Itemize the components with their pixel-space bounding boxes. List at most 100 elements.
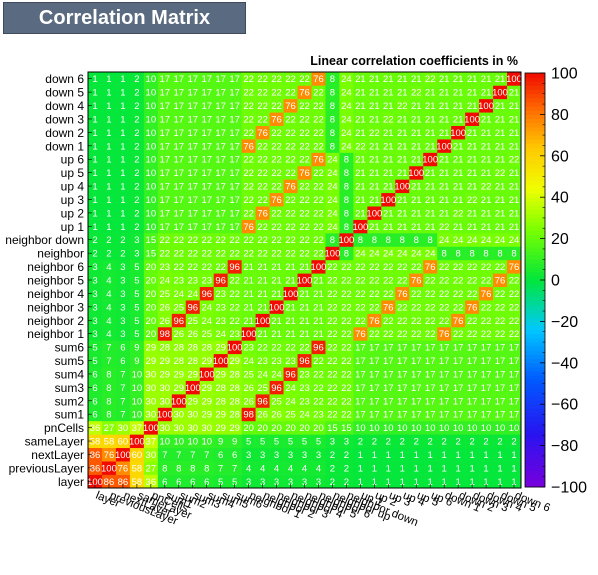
cell-value-label: 22 <box>327 316 338 327</box>
cell-value-label: 22 <box>313 396 324 407</box>
heatmap-cell <box>507 326 522 341</box>
cell-value-label: 5 <box>218 477 223 488</box>
cell-value-label: 17 <box>201 168 212 179</box>
cell-value-label: 24 <box>327 208 338 219</box>
cell-value-label: 29 <box>160 369 171 380</box>
heatmap-cell <box>451 112 466 126</box>
heatmap-cell <box>339 273 354 288</box>
cell-value-label: 17 <box>174 222 185 233</box>
heatmap-cell <box>409 394 424 408</box>
heatmap-cell <box>507 394 522 408</box>
cell-value-label: 17 <box>174 208 185 219</box>
heatmap-cell <box>325 326 340 341</box>
y-tick-label: sum4 <box>55 367 85 381</box>
cell-value-label: 5 <box>92 343 97 354</box>
heatmap-cell <box>171 300 187 314</box>
cell-value-label: 21 <box>425 128 436 139</box>
y-tick-label: neighbor 5 <box>27 274 84 288</box>
cell-value-label: 22 <box>271 168 282 179</box>
cell-value-label: 22 <box>229 302 240 313</box>
heatmap-cell <box>171 420 187 435</box>
cell-value-label: 1 <box>106 195 111 206</box>
cell-value-label: 29 <box>146 343 157 354</box>
cell-value-label: 1 <box>469 477 474 488</box>
heatmap-cell <box>493 300 508 314</box>
cell-value-label: 17 <box>355 356 366 367</box>
cell-value-label: 21 <box>369 141 380 152</box>
cell-value-label: 96 <box>174 316 185 327</box>
cell-value-label: 100 <box>436 141 452 152</box>
heatmap-cell <box>465 286 480 301</box>
cell-value-label: 21 <box>509 141 520 152</box>
heatmap-cell <box>409 72 424 86</box>
heatmap-cell <box>381 313 396 328</box>
cell-value-label: 22 <box>495 316 506 327</box>
heatmap-cell <box>171 474 187 489</box>
cell-value-label: 23 <box>271 356 282 367</box>
heatmap-cell <box>283 340 298 355</box>
cell-value-label: 22 <box>257 182 268 193</box>
colorbar-segment <box>525 184 545 190</box>
heatmap-cell <box>451 246 466 261</box>
cell-value-label: 22 <box>299 128 310 139</box>
heatmap-cell <box>129 139 145 153</box>
heatmap-cell <box>129 85 145 100</box>
heatmap-cell <box>269 394 284 408</box>
cell-value-label: 17 <box>509 343 520 354</box>
heatmap-cell <box>255 165 270 180</box>
cell-value-label: 22 <box>481 316 492 327</box>
cell-value-label: 1 <box>483 450 488 461</box>
heatmap-cell <box>241 72 256 86</box>
heatmap-cell <box>367 474 382 489</box>
cell-value-label: 9 <box>232 437 237 448</box>
heatmap-cell <box>465 447 480 462</box>
heatmap-cell <box>395 286 410 301</box>
heatmap-cell <box>325 259 340 274</box>
cell-value-label: 1 <box>386 463 391 474</box>
cell-value-label: 24 <box>509 235 520 246</box>
heatmap-cell <box>255 434 270 449</box>
heatmap-cell <box>311 259 326 274</box>
heatmap-cell <box>311 179 326 194</box>
cell-value-label: 28 <box>215 383 226 394</box>
heatmap-cell <box>101 380 117 395</box>
cell-value-label: 21 <box>467 128 478 139</box>
heatmap-cell <box>479 474 494 489</box>
cell-value-label: 10 <box>187 437 198 448</box>
heatmap-cell <box>171 340 187 355</box>
heatmap-cell <box>507 380 522 395</box>
heatmap-cell <box>451 98 466 113</box>
cell-value-label: 17 <box>411 369 422 380</box>
cell-value-label: 100 <box>352 222 368 233</box>
cell-value-label: 22 <box>285 195 296 206</box>
cell-value-label: 21 <box>369 74 380 85</box>
cell-value-label: 21 <box>453 222 464 233</box>
heatmap-cell <box>493 447 508 462</box>
cell-value-label: 3 <box>120 316 125 327</box>
heatmap-cell <box>367 206 382 220</box>
cell-value-label: 3 <box>274 477 279 488</box>
heatmap-cell <box>115 420 131 435</box>
heatmap-cell <box>227 380 242 395</box>
cell-value-label: 29 <box>215 369 226 380</box>
heatmap-cell <box>395 125 410 140</box>
cell-value-label: 21 <box>509 222 520 233</box>
cell-value-label: 22 <box>299 208 310 219</box>
heatmap-cell <box>339 434 354 449</box>
heatmap-cell <box>381 259 396 274</box>
colorbar-tick-label: −80 <box>551 438 578 455</box>
heatmap-cell <box>199 447 215 462</box>
heatmap-cell <box>381 112 396 126</box>
cell-value-label: 2 <box>134 155 139 166</box>
cell-value-label: 1 <box>497 463 502 474</box>
cell-value-label: 17 <box>425 410 436 421</box>
cell-value-label: 24 <box>187 289 198 300</box>
heatmap-cell <box>283 152 298 167</box>
heatmap-cell <box>185 340 201 355</box>
heatmap-cell <box>157 125 173 140</box>
heatmap-cell <box>241 98 256 113</box>
heatmap-cell <box>339 98 354 113</box>
heatmap-cell <box>465 72 480 86</box>
heatmap-cell <box>213 300 228 314</box>
cell-value-label: 21 <box>355 155 366 166</box>
